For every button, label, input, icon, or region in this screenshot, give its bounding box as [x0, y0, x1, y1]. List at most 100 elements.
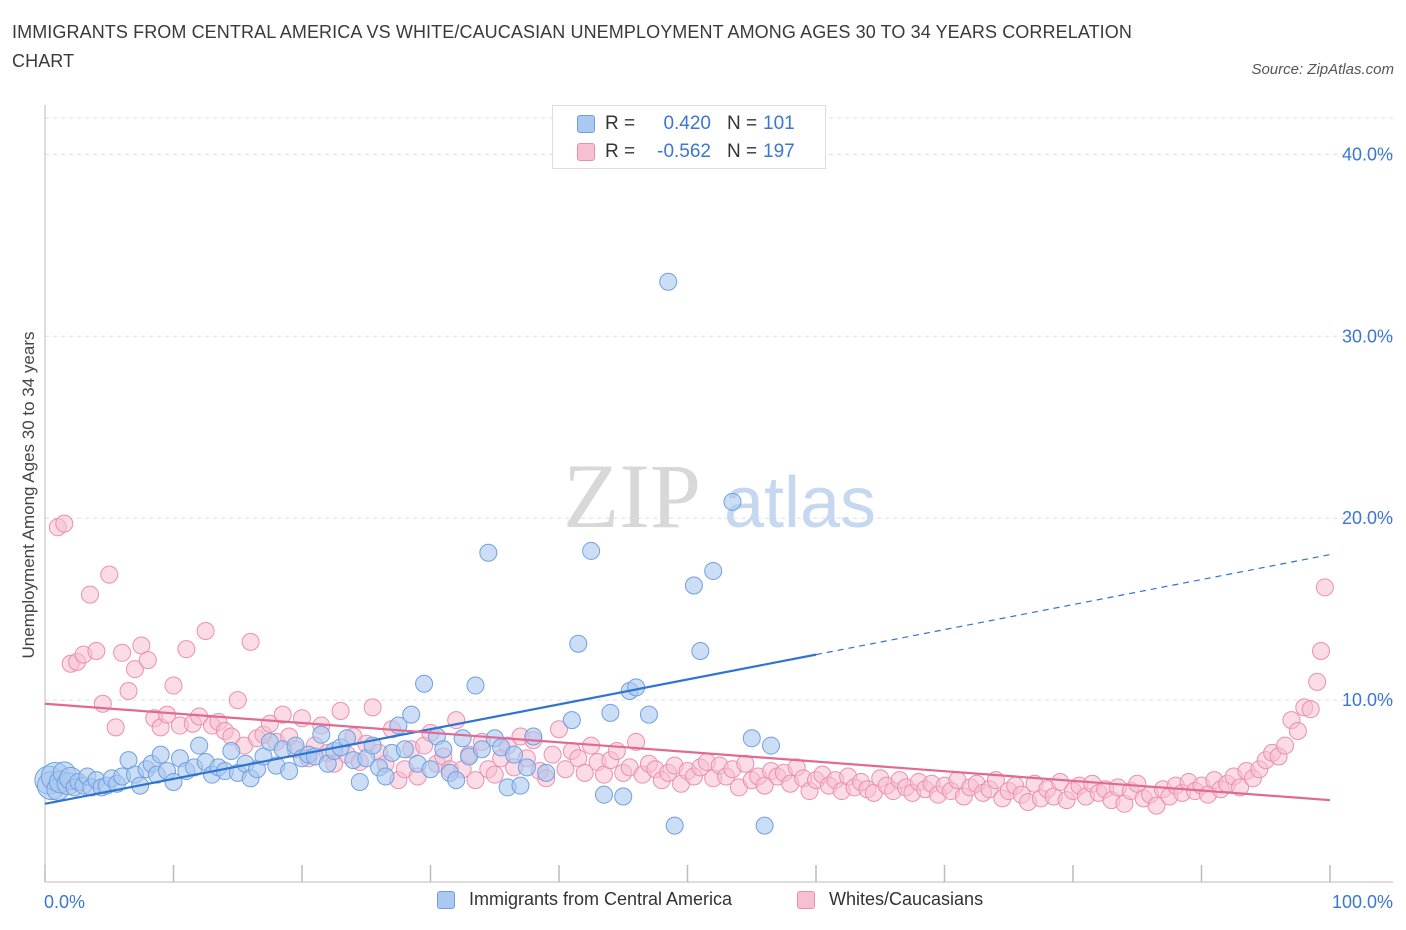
bottom-legend-pink: Whites/Caucasians [797, 889, 983, 910]
data-point-blue [755, 816, 774, 835]
data-point-pink [543, 745, 562, 764]
data-point-blue [594, 785, 613, 804]
bottom-legend-swatch-pink [797, 890, 815, 909]
data-point-pink [106, 718, 125, 737]
data-point-blue [569, 634, 588, 653]
data-point-blue [337, 729, 356, 748]
data-point-pink [1301, 700, 1320, 719]
data-point-blue [659, 272, 678, 291]
data-point-pink [1276, 736, 1295, 755]
data-point-blue [280, 762, 299, 781]
data-point-pink [363, 698, 382, 717]
watermark-zip: ZIP [563, 445, 701, 547]
data-point-blue [537, 763, 556, 782]
data-point-pink [1308, 672, 1327, 691]
bottom-legend: Immigrants from Central America Whites/C… [0, 889, 1406, 915]
data-point-pink [1051, 772, 1070, 791]
data-point-pink [125, 660, 144, 679]
data-point-pink [575, 763, 594, 782]
watermark: ZIP atlas [563, 445, 876, 547]
data-point-blue [762, 736, 781, 755]
trend-line-blue-extension [815, 553, 1331, 656]
legend-r-label: R = [605, 113, 636, 134]
data-point-blue [151, 745, 170, 764]
legend-r-value: -0.562 [657, 141, 711, 162]
data-point-pink [177, 640, 196, 659]
data-point-pink [550, 720, 568, 739]
pink-series [48, 514, 1334, 815]
data-point-pink [196, 621, 215, 640]
data-point-pink [1312, 641, 1331, 660]
legend-n-value: 101 [763, 113, 795, 134]
grid-lines [45, 117, 1393, 701]
y-tick-label: 10.0% [1342, 690, 1393, 710]
data-point-blue [524, 727, 543, 746]
data-point-blue [614, 787, 633, 806]
data-point-pink [93, 694, 112, 713]
legend-box: R = 0.420 N = 101 R = -0.562 N = 197 [552, 105, 826, 169]
data-point-blue [466, 676, 485, 695]
data-point-blue [723, 492, 742, 511]
data-point-blue [704, 561, 723, 580]
data-point-pink [627, 732, 646, 751]
data-point-blue [350, 772, 369, 791]
data-point-blue [665, 816, 684, 835]
data-point-blue [395, 740, 414, 759]
data-point-blue [479, 543, 498, 562]
data-point-blue [376, 767, 395, 786]
legend-swatch-blue [577, 115, 595, 133]
data-point-pink [1315, 578, 1334, 597]
data-point-pink [607, 742, 626, 761]
data-point-blue [582, 541, 601, 560]
data-point-pink [55, 514, 74, 533]
data-point-pink [1288, 722, 1307, 741]
x-tick-label-min: 0.0% [44, 892, 85, 912]
watermark-atlas: atlas [724, 463, 876, 543]
data-point-pink [113, 643, 132, 662]
legend-r-label: R = [605, 141, 636, 162]
data-point-pink [331, 702, 350, 721]
source-label: Source: ZipAtlas.com [1251, 61, 1394, 78]
data-point-blue [742, 729, 761, 748]
legend-n-label: N = [727, 141, 758, 162]
data-point-pink [138, 651, 157, 670]
legend-r-value: 0.420 [663, 113, 711, 134]
data-point-blue [453, 729, 472, 748]
data-point-blue [562, 711, 581, 730]
bottom-legend-swatch-blue [437, 890, 455, 909]
data-point-blue [517, 758, 536, 777]
y-tick-label: 30.0% [1342, 326, 1393, 346]
data-point-blue [421, 760, 440, 779]
data-point-blue [691, 641, 710, 660]
y-tick-label: 20.0% [1342, 508, 1393, 528]
bottom-legend-blue: Immigrants from Central America [437, 889, 732, 910]
y-axis-label: Unemployment Among Ages 30 to 34 years [19, 332, 38, 659]
data-point-pink [87, 641, 106, 660]
data-point-pink [164, 676, 183, 695]
data-point-blue [505, 745, 524, 764]
data-point-blue [447, 771, 466, 790]
data-point-blue [472, 740, 491, 759]
legend-row-pink: R = -0.562 N = 197 [577, 139, 795, 165]
data-point-pink [1147, 796, 1166, 815]
data-point-pink [273, 705, 292, 724]
axes [44, 105, 1393, 883]
data-point-blue [222, 742, 241, 761]
data-point-blue [190, 736, 209, 755]
bottom-legend-label-blue: Immigrants from Central America [469, 889, 733, 909]
data-point-blue [402, 705, 421, 724]
data-point-blue [601, 703, 620, 722]
data-point-pink [80, 585, 99, 604]
data-point-pink [556, 760, 575, 779]
data-point-blue [511, 776, 530, 795]
trend-lines [44, 553, 1331, 805]
x-tick-label-max: 100.0% [1332, 892, 1393, 912]
data-point-pink [485, 765, 504, 784]
data-point-blue [415, 674, 434, 693]
data-point-blue [312, 725, 331, 744]
data-point-blue [639, 705, 658, 724]
blue-series [34, 272, 781, 835]
data-point-pink [228, 691, 247, 710]
y-tick-label: 40.0% [1342, 144, 1393, 164]
